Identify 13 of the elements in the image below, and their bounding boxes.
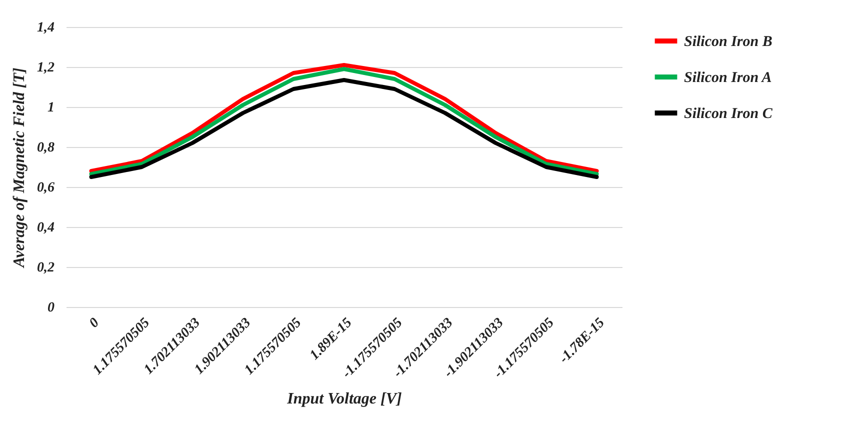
- text: 1: [48, 100, 54, 116]
- y-tick-label: 1,4: [37, 20, 54, 36]
- legend-label: Silicon Iron B: [684, 34, 772, 50]
- x-axis-title: Input Voltage [V]: [286, 390, 402, 408]
- y-tick-label: 0,4: [37, 220, 54, 236]
- y-tick-label: 1,2: [37, 60, 54, 76]
- y-tick-label: 0,6: [37, 180, 54, 196]
- text: 0: [48, 300, 54, 316]
- legend-label: Silicon Iron A: [684, 70, 772, 86]
- y-tick-label: 0,2: [37, 260, 54, 276]
- legend-label: Silicon Iron C: [684, 106, 774, 122]
- y-tick-label: 0,8: [37, 140, 54, 156]
- y-axis-title: Average of Magnetic Field [T]: [11, 68, 28, 268]
